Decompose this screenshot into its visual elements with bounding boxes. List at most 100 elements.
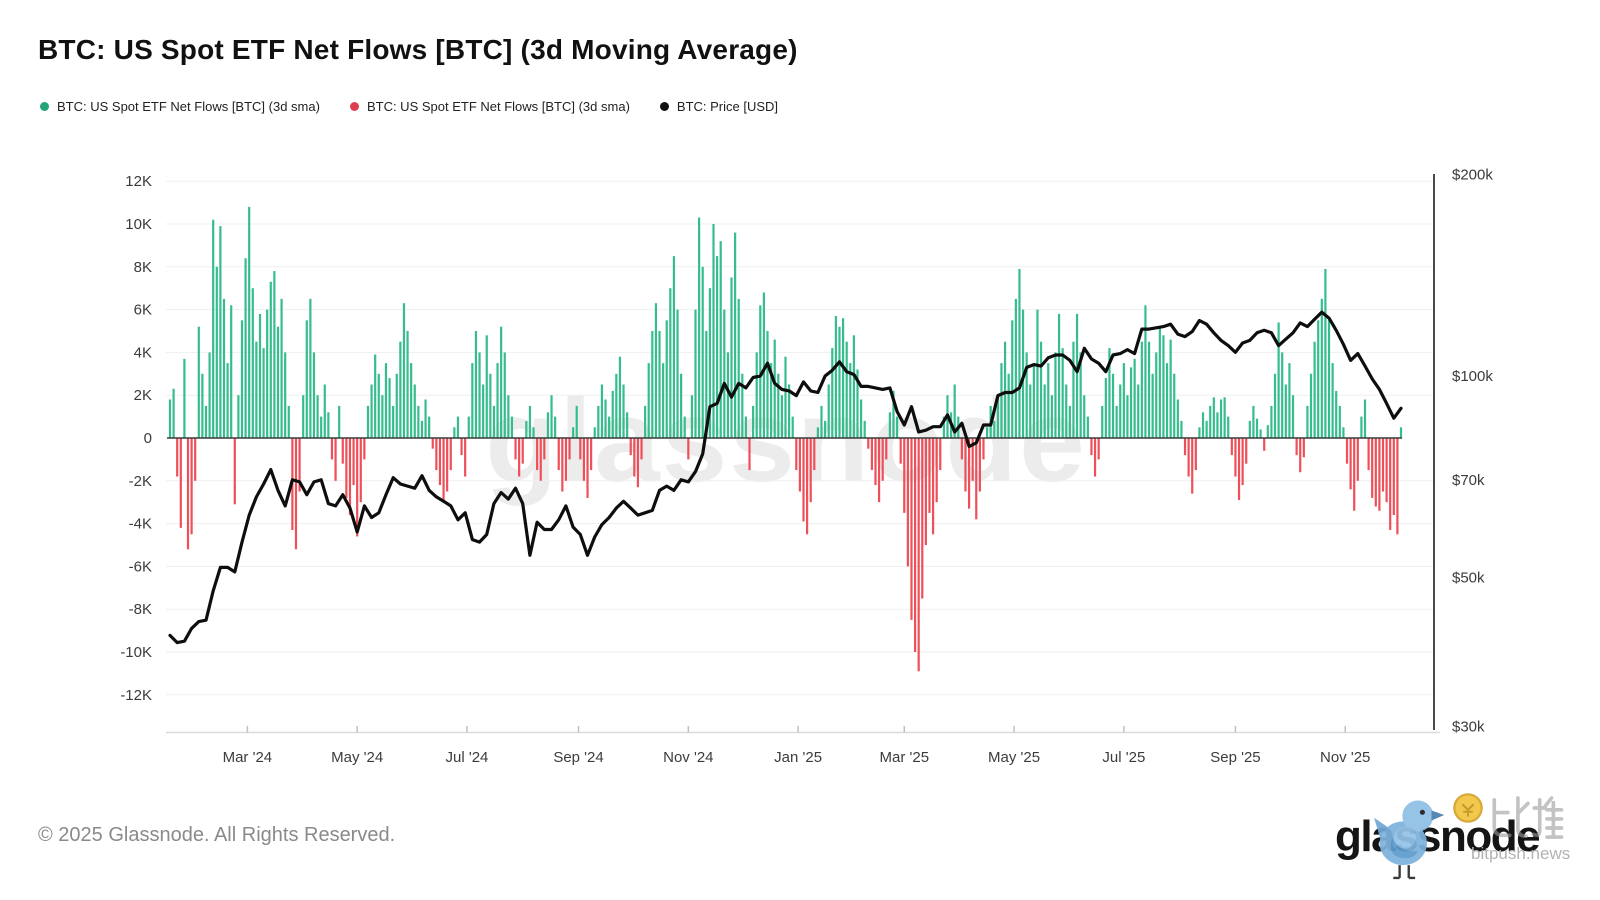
- inflow-bar: [388, 378, 391, 438]
- inflow-bar: [500, 326, 503, 438]
- inflow-bar: [489, 373, 492, 438]
- inflow-bar: [273, 271, 276, 438]
- legend-item-inflow[interactable]: BTC: US Spot ETF Net Flows [BTC] (3d sma…: [40, 99, 320, 114]
- y-right-tick-label: $70k: [1452, 472, 1485, 489]
- outflow-bar: [748, 438, 751, 471]
- inflow-bar: [856, 369, 859, 438]
- inflow-bar: [1173, 373, 1176, 438]
- outflow-bar: [579, 438, 582, 460]
- bitpush-news-text: bitpush.news: [1471, 844, 1571, 863]
- outflow-bar: [1234, 438, 1237, 477]
- outflow-bar: [590, 438, 593, 471]
- inflow-bar: [841, 318, 845, 438]
- inflow-bar: [532, 427, 535, 438]
- outflow-bar: [867, 438, 870, 449]
- y-right-tick-label: $30k: [1452, 718, 1485, 735]
- outflow-bar: [924, 438, 927, 545]
- inflow-bar: [1147, 341, 1151, 438]
- inflow-bar: [1050, 395, 1053, 438]
- outflow-bar: [913, 438, 917, 652]
- outflow-bar: [561, 438, 564, 492]
- outflow-bar: [334, 438, 337, 481]
- inflow-bar: [1266, 425, 1269, 438]
- inflow-bar: [1223, 397, 1226, 438]
- inflow-bar: [1198, 427, 1201, 438]
- inflow-bar: [665, 320, 668, 438]
- inflow-bar: [1176, 399, 1179, 438]
- y-left-tick-label: 10K: [125, 216, 152, 233]
- y-left-tick-label: 4K: [134, 344, 152, 361]
- outflow-bar: [1396, 438, 1399, 535]
- inflow-bar: [471, 363, 474, 438]
- inflow-bar: [381, 395, 384, 438]
- inflow-bar: [1342, 427, 1345, 438]
- inflow-bar: [1119, 384, 1122, 438]
- outflow-bar: [1367, 438, 1370, 471]
- flow-bars: [168, 206, 1403, 672]
- inflow-bar: [708, 288, 712, 438]
- outflow-bar: [348, 438, 352, 516]
- inflow-bar: [1212, 397, 1215, 438]
- inflow-bar: [320, 416, 323, 438]
- outflow-bar: [345, 438, 348, 498]
- legend-label: BTC: Price [USD]: [676, 99, 779, 114]
- bitpush-cn-watermark: [1492, 796, 1564, 839]
- inflow-bar: [838, 326, 841, 438]
- inflow-bar: [820, 405, 823, 438]
- inflow-bar: [204, 405, 208, 438]
- outflow-bar: [629, 438, 632, 456]
- outflow-bar: [1191, 438, 1194, 494]
- inflow-bar: [251, 288, 254, 438]
- inflow-bar: [201, 373, 204, 438]
- inflow-bar: [417, 405, 420, 438]
- inflow-bar: [1079, 352, 1082, 438]
- outflow-bar: [928, 438, 931, 513]
- y-left-tick-label: 6K: [134, 302, 152, 319]
- inflow-bar: [478, 352, 481, 438]
- outflow-bar: [186, 438, 190, 550]
- outflow-bar: [1302, 438, 1305, 458]
- outflow-bar: [802, 438, 805, 522]
- inflow-bar: [1054, 352, 1057, 438]
- inflow-bar: [1201, 412, 1205, 438]
- inflow-bar: [507, 395, 510, 438]
- inflow-bar: [467, 416, 470, 438]
- outflow-bar: [514, 438, 517, 460]
- y-right-tick-label: $50k: [1452, 570, 1485, 587]
- outflow-bar: [1090, 438, 1093, 456]
- outflow-bar: [564, 438, 568, 481]
- legend-item-outflow[interactable]: BTC: US Spot ETF Net Flows [BTC] (3d sma…: [349, 99, 630, 114]
- outflow-bar: [798, 438, 801, 492]
- inflow-bar: [1331, 363, 1334, 438]
- bitpush-bird-icon: [1374, 800, 1445, 880]
- outflow-bar: [352, 438, 355, 486]
- inflow-bar: [240, 320, 244, 438]
- legend-item-price[interactable]: BTC: Price [USD]: [659, 99, 779, 114]
- outflow-bar: [1245, 438, 1248, 464]
- inflow-bar: [604, 399, 607, 438]
- outflow-bar: [881, 438, 884, 481]
- outflow-bar: [921, 438, 924, 599]
- inflow-bar: [996, 395, 999, 438]
- outflow-bar: [1230, 438, 1233, 456]
- y-left-tick-label: 12K: [125, 173, 152, 190]
- legend-label: BTC: US Spot ETF Net Flows [BTC] (3d sma…: [57, 99, 320, 114]
- inflow-bar: [953, 384, 956, 438]
- inflow-bar: [1363, 399, 1367, 438]
- inflow-bar: [1061, 348, 1064, 438]
- inflow-bar: [1011, 320, 1014, 438]
- inflow-bar: [456, 416, 460, 438]
- inflow-bar: [892, 390, 895, 438]
- inflow-bar: [1317, 320, 1320, 438]
- outflow-bar: [906, 438, 909, 567]
- y-left-tick-label: 8K: [134, 259, 152, 276]
- outflow-bar: [1093, 438, 1097, 477]
- outflow-bar: [1374, 438, 1377, 507]
- outflow-bar: [449, 438, 452, 471]
- inflow-bar: [1104, 378, 1107, 438]
- inflow-bar: [759, 305, 762, 438]
- outflow-bar: [874, 438, 877, 486]
- inflow-bar: [1327, 320, 1331, 438]
- brand-block: glassnode bitpush.news: [1335, 793, 1575, 886]
